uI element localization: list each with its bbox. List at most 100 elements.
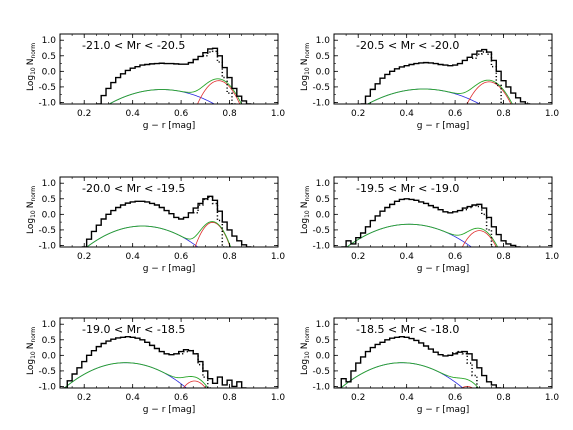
x-axis-label: g − r [mag] <box>417 264 470 274</box>
y-tick-label: 0.5 <box>42 195 56 205</box>
x-axis-label: g − r [mag] <box>143 121 196 131</box>
data-histogram <box>96 47 252 104</box>
y-label-log-sub: 10 <box>304 210 311 218</box>
data-histogram <box>360 48 531 104</box>
magnitude-range-annotation: -19.5 < Mr < -19.0 <box>356 182 459 195</box>
y-label-log: Log <box>300 218 310 234</box>
x-tick-label: 0.6 <box>174 393 189 403</box>
x-tick-label: 0.2 <box>77 109 91 119</box>
data-histogram <box>62 335 247 388</box>
y-axis-label: Log10Nnorm <box>26 43 37 91</box>
x-tick-label: 0.2 <box>77 252 91 262</box>
plot-area <box>341 198 521 247</box>
data-histogram <box>81 195 252 247</box>
x-tick-label: 0.6 <box>448 393 463 403</box>
x-tick-label: 0.8 <box>496 109 511 119</box>
green-sum-curve <box>63 362 209 388</box>
y-tick-label: 0.0 <box>316 351 331 361</box>
y-label-var-sub: norm <box>30 327 37 343</box>
x-tick-label: 0.2 <box>77 393 91 403</box>
red-gaussian-curve <box>182 380 207 388</box>
dotted-histogram <box>447 350 482 388</box>
y-label-var: N <box>300 343 310 350</box>
y-label-var: N <box>300 202 310 209</box>
y-axis-label: Log10Nnorm <box>300 327 311 375</box>
panel-6: 0.2 0.4 0.6 0.8 1.0 -1.0 -0.5 0.0 0.5 1.0 -18.5 < … <box>300 317 560 415</box>
plot-area <box>62 335 247 388</box>
x-tick-label: 0.2 <box>351 109 365 119</box>
y-axis-label: Log10Nnorm <box>26 327 37 375</box>
y-label-log-sub: 10 <box>30 67 37 75</box>
x-tick-label: 0.4 <box>400 252 415 262</box>
blue-gaussian-curve <box>108 89 216 104</box>
x-tick-label: 0.4 <box>400 109 415 119</box>
y-label-var-sub: norm <box>304 327 311 343</box>
y-tick-label: 1.0 <box>316 36 331 46</box>
y-tick-label: -1.0 <box>312 98 330 108</box>
y-label-log-sub: 10 <box>304 351 311 359</box>
x-tick-label: 0.4 <box>126 393 141 403</box>
x-tick-label: 0.4 <box>400 393 415 403</box>
blue-gaussian-curve <box>63 362 187 388</box>
magnitude-range-annotation: -21.0 < Mr < -20.5 <box>82 39 185 52</box>
y-tick-label: -1.0 <box>312 241 330 251</box>
y-tick-label: 1.0 <box>316 320 331 330</box>
x-tick-label: 1.0 <box>271 109 286 119</box>
x-tick-label: 1.0 <box>271 393 286 403</box>
magnitude-range-annotation: -20.5 < Mr < -20.0 <box>356 39 459 52</box>
x-axis-label: g − r [mag] <box>143 405 196 415</box>
x-axis-label: g − r [mag] <box>417 121 470 131</box>
x-tick-label: 1.0 <box>545 109 560 119</box>
plot-area <box>81 195 252 247</box>
y-axis-label: Log10Nnorm <box>300 43 311 91</box>
x-tick-label: 1.0 <box>545 393 560 403</box>
x-tick-label: 0.8 <box>222 393 237 403</box>
x-tick-label: 0.6 <box>448 109 463 119</box>
y-tick-label: -0.5 <box>38 83 56 93</box>
x-tick-label: 1.0 <box>271 252 286 262</box>
magnitude-range-annotation: -18.5 < Mr < -18.0 <box>356 323 459 336</box>
y-label-log: Log <box>26 218 36 234</box>
x-tick-label: 0.6 <box>174 109 189 119</box>
y-label-var: N <box>26 343 36 350</box>
green-sum-curve <box>108 78 242 104</box>
y-tick-label: 0.5 <box>42 52 56 62</box>
y-tick-label: 1.0 <box>42 179 57 189</box>
panel-4: 0.2 0.4 0.6 0.8 1.0 -1.0 -0.5 0.0 0.5 1.0 -19.5 < … <box>300 176 559 274</box>
y-tick-label: 0.0 <box>316 67 331 77</box>
dotted-histogram <box>462 204 497 247</box>
y-tick-label: -1.0 <box>38 98 56 108</box>
x-tick-label: 0.8 <box>222 109 237 119</box>
y-label-var: N <box>300 59 310 66</box>
plot-area <box>96 47 252 104</box>
y-label-log: Log <box>26 75 36 91</box>
x-tick-label: 0.8 <box>222 252 237 262</box>
y-label-log: Log <box>300 359 310 375</box>
y-label-var: N <box>26 59 36 66</box>
x-tick-label: 0.4 <box>126 252 141 262</box>
panel-3: 0.2 0.4 0.6 0.8 1.0 -1.0 -0.5 0.0 0.5 1.0 -20.0 < … <box>26 176 286 274</box>
y-label-var: N <box>26 202 36 209</box>
y-label-log-sub: 10 <box>30 351 37 359</box>
y-tick-label: 0.0 <box>42 67 57 77</box>
y-tick-label: 0.5 <box>316 336 330 346</box>
plot-area <box>336 335 502 388</box>
y-tick-label: 1.0 <box>42 36 57 46</box>
y-tick-label: -0.5 <box>312 367 330 377</box>
dotted-histogram <box>178 349 213 388</box>
y-tick-label: -1.0 <box>38 382 56 392</box>
y-label-var-sub: norm <box>304 186 311 202</box>
x-axis-label: g − r [mag] <box>143 264 196 274</box>
x-tick-label: 0.6 <box>174 252 189 262</box>
y-label-var-sub: norm <box>30 43 37 59</box>
red-gaussian-curve <box>461 230 497 247</box>
y-tick-label: -0.5 <box>312 226 330 236</box>
blue-gaussian-curve <box>340 362 464 388</box>
green-sum-curve <box>86 221 232 247</box>
y-label-var-sub: norm <box>304 43 311 59</box>
y-axis-label: Log10Nnorm <box>26 186 37 234</box>
blue-gaussian-curve <box>366 88 481 104</box>
y-label-log-sub: 10 <box>304 67 311 75</box>
x-tick-label: 0.8 <box>496 252 511 262</box>
